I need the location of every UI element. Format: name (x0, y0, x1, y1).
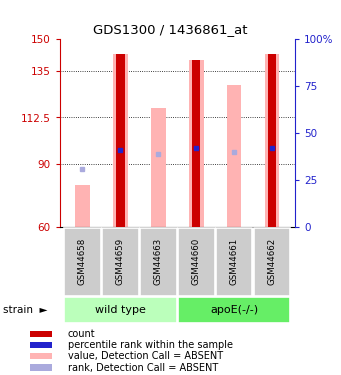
Bar (140, 228, 177, 296)
Text: GSM44662: GSM44662 (268, 238, 277, 285)
Bar (102, 228, 138, 296)
Bar (216, 228, 252, 296)
Bar (268, 54, 276, 227)
Text: GSM44663: GSM44663 (154, 238, 163, 285)
Text: strain  ►: strain ► (3, 305, 48, 315)
Text: GSM44660: GSM44660 (192, 238, 201, 285)
Text: value, Detection Call = ABSENT: value, Detection Call = ABSENT (68, 351, 223, 361)
Text: rank, Detection Call = ABSENT: rank, Detection Call = ABSENT (68, 363, 218, 372)
Bar (30, 342, 52, 348)
Bar (254, 228, 291, 296)
Text: count: count (68, 329, 95, 339)
Bar (113, 54, 128, 227)
Text: wild type: wild type (95, 305, 146, 315)
Bar (64, 228, 101, 296)
Bar (64, 297, 177, 323)
Bar (30, 364, 52, 370)
Text: percentile rank within the sample: percentile rank within the sample (68, 340, 233, 350)
Text: GSM44659: GSM44659 (116, 238, 125, 285)
Bar (192, 60, 201, 227)
Bar (151, 108, 166, 227)
Bar (75, 185, 90, 227)
Bar (116, 54, 124, 227)
Text: apoE(-/-): apoE(-/-) (210, 305, 258, 315)
Bar (189, 60, 204, 227)
Bar (30, 353, 52, 359)
Bar (265, 54, 279, 227)
Bar (178, 228, 214, 296)
Bar (227, 85, 241, 227)
Text: GDS1300 / 1436861_at: GDS1300 / 1436861_at (93, 22, 248, 36)
Bar (178, 297, 291, 323)
Text: GSM44658: GSM44658 (78, 238, 87, 285)
Text: GSM44661: GSM44661 (230, 238, 239, 285)
Bar (30, 331, 52, 337)
